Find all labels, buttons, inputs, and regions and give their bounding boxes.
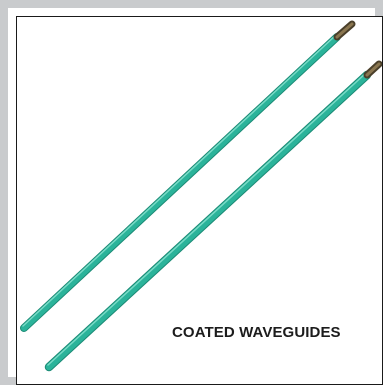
caption-label: COATED WAVEGUIDES xyxy=(172,324,341,341)
waveguide-rod-front xyxy=(44,60,382,372)
waveguides-photo xyxy=(20,20,382,372)
waveguide-rod-back xyxy=(20,20,356,332)
image-panel: COATED WAVEGUIDES xyxy=(16,16,383,385)
